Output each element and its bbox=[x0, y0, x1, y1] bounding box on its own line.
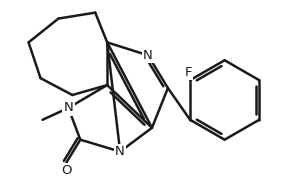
Text: N: N bbox=[115, 145, 125, 158]
Text: F: F bbox=[185, 66, 192, 79]
Text: N: N bbox=[143, 49, 153, 62]
Text: N: N bbox=[63, 101, 73, 114]
Text: O: O bbox=[61, 164, 72, 177]
